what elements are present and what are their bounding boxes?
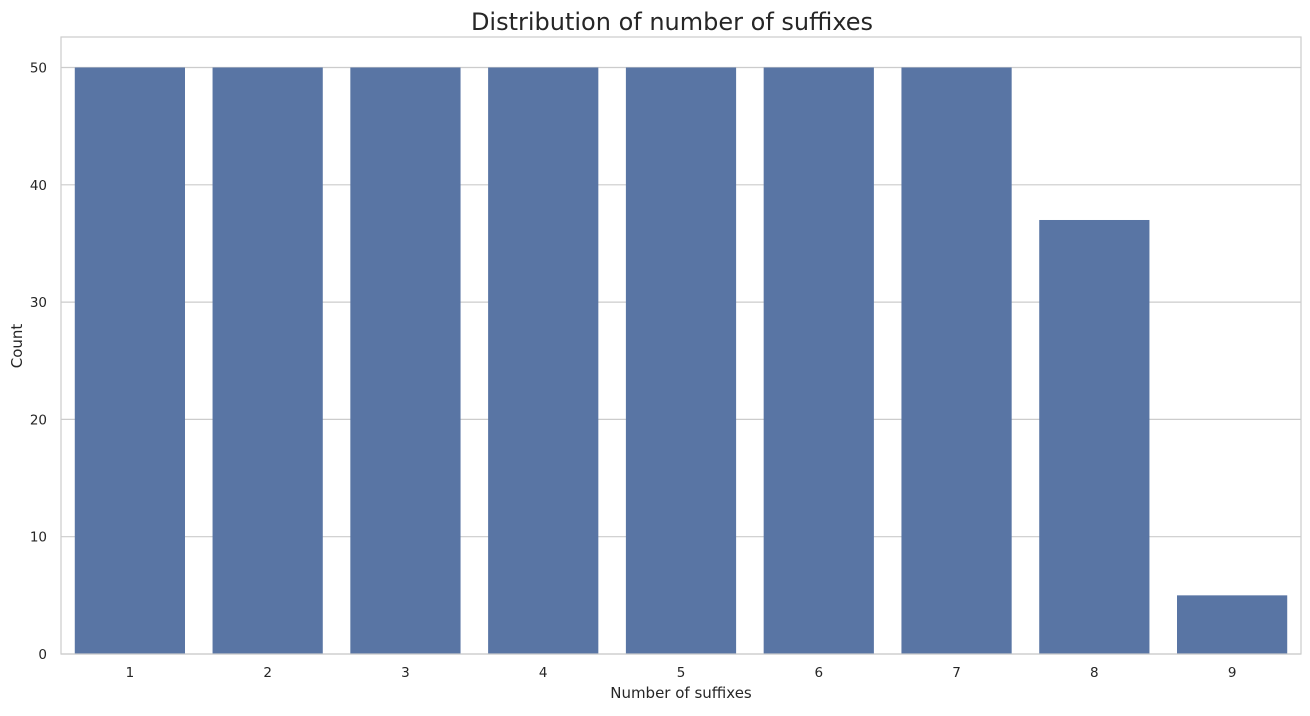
x-axis-label: Number of suffixes <box>610 684 752 702</box>
bar-3 <box>350 67 461 654</box>
x-tick-label: 3 <box>401 665 410 681</box>
y-tick-label: 40 <box>30 178 47 194</box>
x-tick-label: 1 <box>126 665 135 681</box>
x-tick-label: 2 <box>263 665 272 681</box>
bar-5 <box>625 67 737 654</box>
bars <box>74 67 1288 654</box>
y-axis-ticks: 0 10 20 30 40 50 <box>30 60 47 663</box>
y-tick-label: 20 <box>30 412 47 428</box>
x-tick-label: 6 <box>814 665 823 681</box>
bar-4 <box>488 67 599 654</box>
x-tick-label: 8 <box>1090 665 1099 681</box>
bar-2 <box>212 67 323 654</box>
x-axis-ticks: 1 2 3 4 5 6 7 8 9 <box>126 665 1237 681</box>
chart-title: Distribution of number of suffixes <box>471 8 873 36</box>
x-tick-label: 9 <box>1228 665 1237 681</box>
x-tick-label: 4 <box>539 665 548 681</box>
y-tick-label: 30 <box>30 295 47 311</box>
plot-frame <box>60 36 1302 655</box>
x-tick-label: 7 <box>952 665 961 681</box>
bar-9 <box>1177 595 1288 654</box>
x-tick-label: 5 <box>677 665 686 681</box>
y-axis-label: Count <box>8 324 26 369</box>
bar-7 <box>901 67 1012 654</box>
bar-1 <box>74 67 185 654</box>
y-tick-label: 0 <box>38 647 47 663</box>
y-tick-label: 10 <box>30 530 47 546</box>
bar-6 <box>763 67 874 654</box>
y-tick-label: 50 <box>30 60 47 76</box>
bar-8 <box>1039 219 1150 654</box>
